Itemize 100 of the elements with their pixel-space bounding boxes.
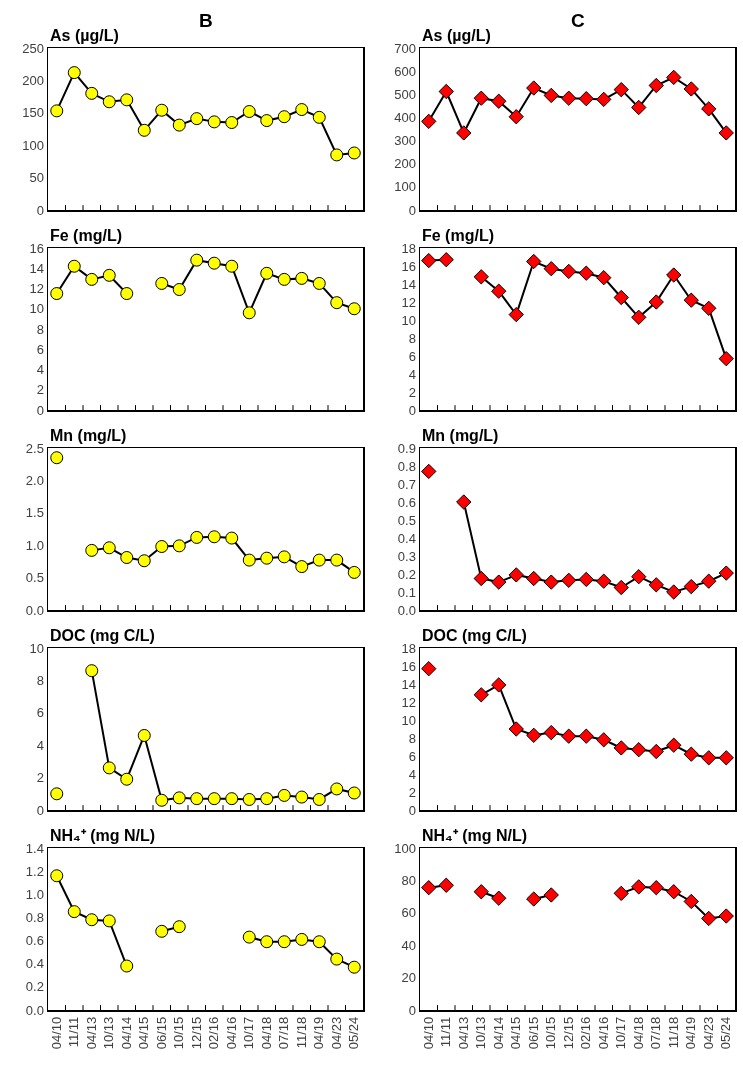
point — [295, 103, 309, 117]
point — [85, 664, 99, 678]
chart-title: As (µg/L) — [50, 27, 119, 44]
point — [613, 82, 629, 98]
point — [85, 913, 99, 927]
point — [683, 578, 699, 595]
point — [102, 95, 116, 109]
y-tick-label: 0.0 — [25, 602, 44, 618]
point — [137, 728, 151, 742]
point — [596, 573, 612, 589]
point — [491, 574, 507, 590]
point — [312, 276, 326, 290]
point — [473, 687, 489, 703]
point — [85, 272, 99, 286]
point — [683, 746, 699, 762]
y-tick-label: 16 — [401, 658, 416, 674]
y-tick-label: 100 — [394, 179, 416, 195]
y-tick-label: 8 — [408, 330, 416, 346]
point — [225, 531, 239, 545]
point — [526, 891, 542, 907]
point — [561, 263, 577, 280]
x-tick-label: 02/16 — [578, 1016, 594, 1050]
chart-title: NH₄⁺ (mg N/L) — [422, 827, 528, 844]
point — [120, 93, 134, 107]
point — [225, 792, 239, 806]
x-tick-label: 04/10 — [48, 1016, 64, 1050]
y-tick-label: 100 — [394, 840, 416, 856]
y-tick-label: 1.4 — [25, 840, 44, 856]
point — [631, 569, 647, 585]
chart-title: Fe (mg/L) — [50, 227, 122, 244]
y-tick-label: 6 — [408, 748, 416, 764]
x-tick-label: 04/14 — [118, 1016, 134, 1050]
point — [648, 294, 664, 310]
point — [648, 743, 664, 760]
y-tick-label: 18 — [401, 240, 416, 256]
point — [613, 289, 629, 306]
point — [473, 884, 489, 900]
point — [613, 740, 629, 756]
point — [67, 259, 81, 273]
point — [260, 114, 274, 128]
point — [438, 877, 454, 893]
chart-title: Fe (mg/L) — [422, 227, 494, 244]
x-tick-label: 04/19 — [683, 1016, 699, 1050]
y-tick-label: 1.0 — [25, 537, 44, 553]
point — [578, 91, 594, 107]
chart-title: Mn (mg/L) — [422, 427, 499, 444]
point — [578, 728, 594, 744]
y-tick-label: 4 — [36, 737, 44, 753]
point — [207, 115, 221, 129]
point — [561, 572, 577, 588]
point — [190, 112, 204, 126]
point — [330, 553, 344, 567]
y-tick-label: 6 — [36, 705, 44, 721]
chart-title: As (µg/L) — [422, 27, 491, 44]
x-tick-label: 10/15 — [171, 1016, 187, 1050]
point — [137, 123, 151, 137]
point — [277, 110, 291, 124]
point — [438, 83, 454, 100]
x-tick-label: 04/23 — [700, 1016, 716, 1050]
x-tick-label: 10/13 — [473, 1016, 489, 1050]
y-tick-label: 0.6 — [397, 494, 416, 510]
x-tick-label: 04/16 — [223, 1016, 239, 1050]
y-tick-label: 0.5 — [397, 512, 416, 528]
x-tick-label: 05/24 — [346, 1016, 362, 1050]
y-tick-label: 60 — [401, 905, 416, 921]
point — [137, 554, 151, 568]
point — [421, 463, 437, 480]
point — [701, 300, 717, 316]
x-tick-label: 04/15 — [136, 1016, 152, 1050]
point — [102, 761, 116, 775]
point — [543, 887, 559, 903]
point — [631, 742, 647, 758]
point — [421, 661, 437, 677]
y-tick-label: 12 — [29, 281, 44, 297]
y-tick-label: 2.0 — [25, 472, 44, 488]
point — [277, 935, 291, 949]
point — [260, 792, 274, 806]
chart-title: NH₄⁺ (mg N/L) — [50, 827, 156, 844]
y-tick-label: 200 — [22, 72, 44, 88]
x-tick-label: 11/11 — [438, 1016, 454, 1048]
point — [473, 269, 489, 285]
point — [207, 530, 221, 544]
point — [648, 77, 664, 94]
point — [613, 579, 629, 596]
y-tick-label: 16 — [401, 258, 416, 274]
point — [666, 737, 682, 753]
y-tick-label: 0.3 — [397, 548, 416, 564]
point — [120, 551, 134, 564]
point — [50, 787, 64, 801]
y-tick-label: 80 — [401, 872, 416, 888]
y-tick-label: 0.2 — [397, 566, 416, 582]
y-tick-label: 0.2 — [25, 979, 44, 995]
point — [456, 125, 472, 141]
y-tick-label: 0.6 — [25, 933, 44, 949]
point — [421, 252, 437, 269]
point — [578, 265, 594, 281]
point — [242, 792, 256, 806]
y-tick-label: 18 — [401, 640, 416, 656]
point — [295, 271, 309, 285]
point — [277, 788, 291, 802]
